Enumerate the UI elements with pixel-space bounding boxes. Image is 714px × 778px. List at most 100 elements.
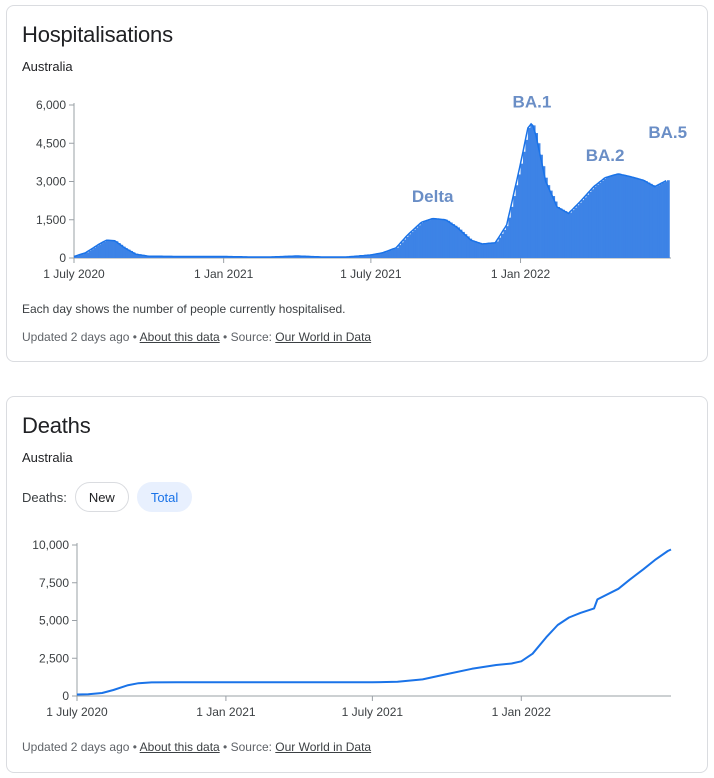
hospitalisation-bar [501,233,504,258]
hospitalisation-bar [447,220,451,258]
hospitalisation-bar [305,256,309,258]
hospitalisation-bar [452,224,456,258]
hospitalisation-bar [91,249,94,258]
deaths-chart[interactable]: 0 2,500 5,000 7,500 10,000 1 July 2020 1 Jan 2… [7,397,709,727]
hospitalisation-bar [76,255,80,258]
new-deaths-button[interactable]: New [74,482,129,512]
hospitalisation-bar [513,196,517,258]
y-tick-label: 1,500 [36,213,66,227]
hospitalisation-bar [152,256,155,258]
hospitalisation-bar [608,176,612,258]
hospitalisation-bar [303,256,307,258]
hospitalisation-bar [352,256,356,258]
hospitalisation-bar [161,256,165,258]
hospitalisation-bar [593,186,597,258]
hospitalisation-bar [535,133,539,258]
hospitalisation-bar [525,139,529,258]
hospitalisation-bar [154,256,158,258]
hospitalisation-bar [440,219,443,258]
hospitalisation-bar [164,256,168,258]
hospitalisations-card: Hospitalisations Australia 0 1,500 3,000 4,… [6,5,708,362]
about-data-link[interactable]: About this data [139,330,220,344]
hospitalisation-bar [591,189,595,258]
hospitalisation-bar [496,241,499,258]
hospitalisation-bar [576,205,580,258]
hospitalisation-bar [159,256,163,258]
hospitalisation-bar [376,253,380,258]
hospitalisation-bar [156,256,160,258]
variant-annotation: BA.1 [513,93,552,112]
hospitalisation-bar [286,256,290,258]
hospitalisation-bar [430,219,434,258]
hospitalisation-bar [413,229,417,258]
hospitalisation-bar [662,182,665,258]
hospitalisation-bar [481,243,485,258]
hospitalisation-bar [654,186,658,258]
hospitalisation-bar [549,190,553,258]
hospitalisation-bar [508,217,512,258]
hospitalisations-note: Each day shows the number of people curr… [22,302,346,316]
x-tick-label: 1 Jan 2021 [196,705,256,719]
hospitalisation-bar [149,256,153,258]
x-tick-label: 1 Jan 2022 [492,705,552,719]
hospitalisation-bar [427,220,431,258]
deaths-title: Deaths [22,413,91,438]
hospitalisation-bar [640,179,643,258]
hospitalisation-bar [283,256,287,258]
hospitalisation-bar [113,240,116,258]
hospitalisation-bar [293,256,297,258]
hospitalisation-bar [396,247,399,258]
hospitalisation-bar [630,176,634,259]
hospitalisation-bar [615,174,619,258]
hospitalisation-bar [503,229,507,258]
hospitalisation-bar [88,250,92,258]
hospitalisation-bar [364,255,368,258]
hospitalisation-bar [583,197,587,258]
hospitalisation-bar [601,180,604,258]
source-link[interactable]: Our World in Data [275,330,372,344]
hospitalisation-bar [532,125,536,259]
hospitalisation-bar [381,253,385,258]
hospitalisation-bar [466,236,470,258]
x-tick-label: 1 Jan 2021 [194,267,254,281]
source-link[interactable]: Our World in Data [275,740,372,754]
hospitalisation-bar [383,252,387,258]
hospitalisation-bar [130,250,133,258]
hospitalisation-bar [403,239,407,258]
hospitalisation-bar [95,246,99,258]
hospitalisation-bar [386,251,390,258]
hospitalisation-bar [520,163,524,258]
hospitalisation-bar [300,256,304,258]
variant-annotation: BA.5 [648,123,687,142]
hospitalisation-bar [125,248,129,258]
hospitalisation-bar [620,174,624,258]
hospitalisation-bar [83,253,87,258]
hospitalisation-bar [122,246,126,258]
hospitalisation-bar [442,219,446,258]
hospitalisation-bar [518,174,521,258]
total-deaths-button[interactable]: Total [136,482,193,512]
hospitalisation-bar [110,240,114,258]
hospitalisation-bar [598,182,602,258]
hospitalisation-bar [415,227,419,258]
hospitalisation-bar [527,127,531,258]
hospitalisation-bar [618,173,621,258]
hospitalisations-region: Australia [22,59,73,74]
about-data-link[interactable]: About this data [139,740,220,754]
deaths-footer: Updated 2 days ago • About this data • S… [22,740,372,754]
hospitalisation-bar [603,178,607,258]
hospitalisation-bar [86,252,90,259]
hospitalisation-bar [623,174,626,258]
hospitalisation-bar [566,212,570,258]
hospitalisation-bar [632,177,636,258]
hospitalisation-bar [135,253,138,258]
source-label: Source: [230,740,272,754]
hospitalisations-chart[interactable]: 0 1,500 3,000 4,500 6,000 1 July 2020 1 Jan 20… [7,6,709,296]
hospitalisation-bar [117,243,121,258]
hospitalisation-bar [554,201,558,258]
hospitalisation-bar [486,243,490,258]
y-tick-label: 3,000 [36,175,66,189]
deaths-toggle-row: Deaths: New Total [22,481,200,513]
variant-annotation: BA.2 [586,146,625,165]
hospitalisation-bar [515,185,519,258]
